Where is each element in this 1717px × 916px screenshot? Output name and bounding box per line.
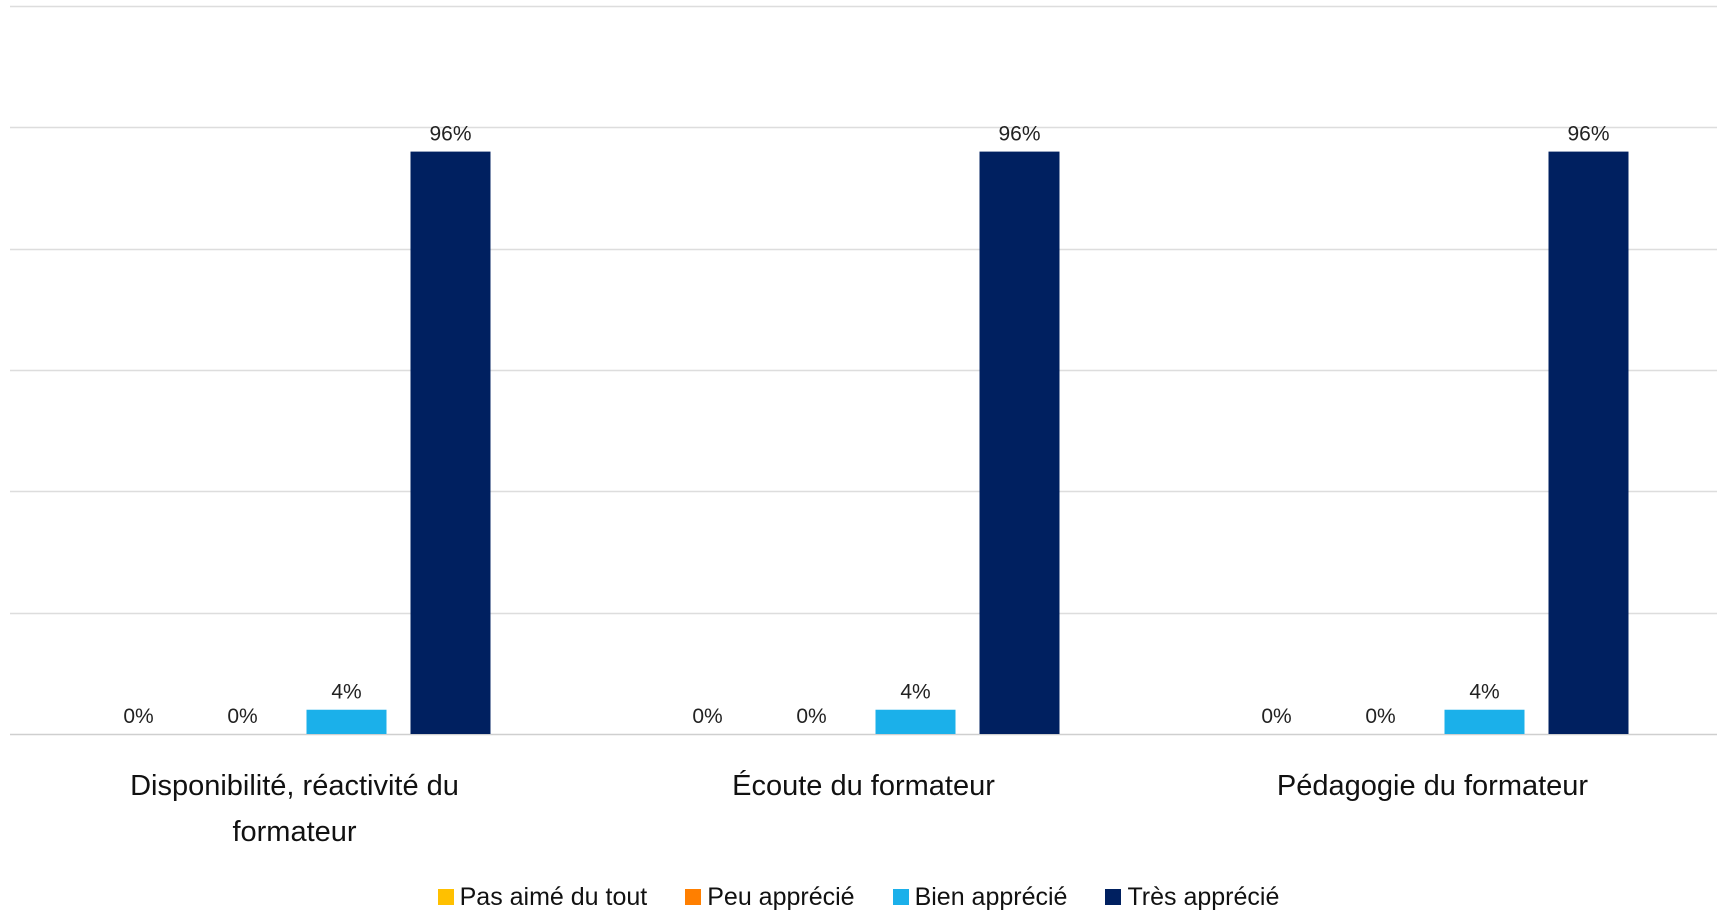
legend-item: Peu apprécié [685, 883, 854, 912]
data-label: 0% [692, 705, 722, 728]
chart: 0% 0% 4% 96% Disponibilité, réactivité du for… [0, 0, 1717, 880]
legend-label: Très apprécié [1127, 883, 1279, 912]
data-label: 0% [123, 705, 153, 728]
bar [307, 710, 387, 734]
data-label: 96% [998, 123, 1040, 146]
data-label: 0% [1365, 705, 1395, 728]
legend-label: Bien apprécié [915, 883, 1068, 912]
category-label: Écoute du formateur [732, 769, 995, 802]
legend-swatch [1105, 889, 1121, 905]
bar [1445, 710, 1525, 734]
data-label: 96% [1567, 123, 1609, 146]
data-label: 0% [1261, 705, 1291, 728]
bar [1549, 152, 1629, 734]
legend-swatch [893, 889, 909, 905]
legend-label: Peu apprécié [707, 883, 854, 912]
data-label: 96% [429, 123, 471, 146]
bar [411, 152, 491, 734]
data-label: 0% [796, 705, 826, 728]
data-label: 4% [900, 681, 930, 704]
data-label: 0% [227, 705, 257, 728]
legend: Pas aimé du tout Peu apprécié Bien appréci… [0, 882, 1717, 912]
category-label: Pédagogie du formateur [1277, 770, 1588, 802]
category-label: Disponibilité, réactivité du [130, 770, 459, 802]
category-label: formateur [232, 816, 356, 848]
data-label: 4% [1469, 681, 1499, 704]
legend-swatch [438, 889, 454, 905]
legend-item: Bien apprécié [893, 883, 1068, 912]
bar [980, 152, 1060, 734]
bar [876, 710, 956, 734]
legend-item: Très apprécié [1105, 883, 1279, 912]
legend-item: Pas aimé du tout [438, 883, 648, 912]
legend-label: Pas aimé du tout [460, 883, 648, 912]
legend-swatch [685, 889, 701, 905]
data-label: 4% [331, 681, 361, 704]
